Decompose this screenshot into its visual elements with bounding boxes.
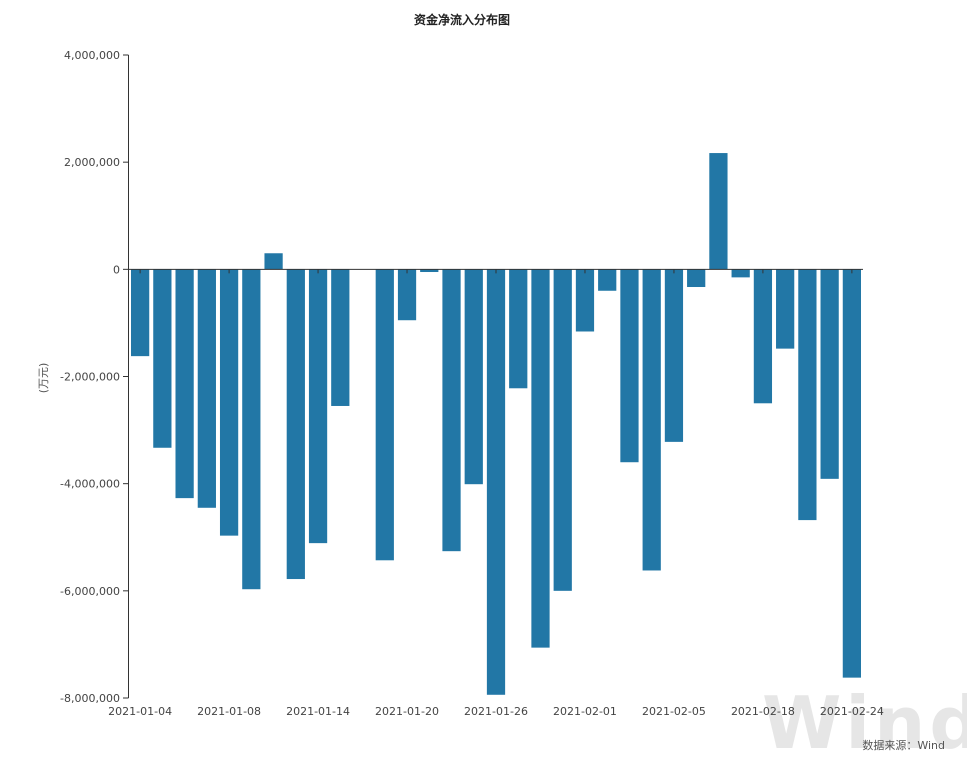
bar-22 [620,269,639,463]
x-tick-label: 2021-01-04 [108,705,172,718]
bars [131,153,861,695]
bar-15 [464,269,483,485]
bar-21 [598,269,617,291]
x-tick-label: 2021-02-18 [731,705,795,718]
bar-11 [375,269,394,561]
bar-32 [842,269,861,678]
y-axis-label: (万元) [37,363,50,394]
bar-23 [642,269,661,571]
chart-title: 资金净流入分布图 [414,12,510,27]
watermark: Wind [762,681,967,765]
y-tick-label: 0 [113,263,120,276]
bar-4 [219,269,239,536]
y-tick-label: 2,000,000 [64,156,120,169]
bar-3 [197,269,216,508]
x-tick-label: 2021-02-24 [820,705,884,718]
x-tick-label: 2021-01-08 [197,705,261,718]
bar-9 [331,269,350,406]
bar-12 [397,269,417,321]
y-tick-label: -8,000,000 [60,692,120,705]
x-tick-label: 2021-01-14 [286,705,350,718]
bar-5 [242,269,261,590]
bar-25 [687,269,706,288]
y-tick-label: -2,000,000 [60,371,120,384]
bar-18 [531,269,550,648]
bar-26 [709,153,728,270]
y-tick-label: -4,000,000 [60,478,120,491]
bar-14 [442,269,461,552]
bar-7 [286,269,305,580]
x-tick-label: 2021-01-26 [464,705,528,718]
bar-13 [420,269,439,273]
bar-30 [798,269,817,521]
bar-29 [776,269,795,349]
data-source-note: 数据来源：Wind [862,738,945,752]
x-axis: 2021-01-04 2021-01-08 2021-01-14 2021-01-20… [108,268,884,718]
bar-28 [753,269,773,404]
bar-31 [820,269,839,479]
bar-16 [486,269,506,695]
bar-27 [731,269,750,278]
bar-1 [153,269,172,448]
x-tick-label: 2021-01-20 [375,705,439,718]
bar-19 [553,269,572,591]
bar-0 [131,269,150,357]
x-tick-label: 2021-02-05 [642,705,706,718]
bar-20 [575,269,595,332]
bar-8 [308,269,328,544]
bar-24 [664,269,684,442]
bar-2 [175,269,194,499]
bar-17 [509,269,528,389]
y-tick-label: 4,000,000 [64,49,120,62]
y-tick-label: -6,000,000 [60,585,120,598]
x-tick-label: 2021-02-01 [553,705,617,718]
bar-6 [264,253,283,270]
y-axis: 4,000,000 2,000,000 0 -2,000,000 -4,000,000 -… [60,49,129,705]
